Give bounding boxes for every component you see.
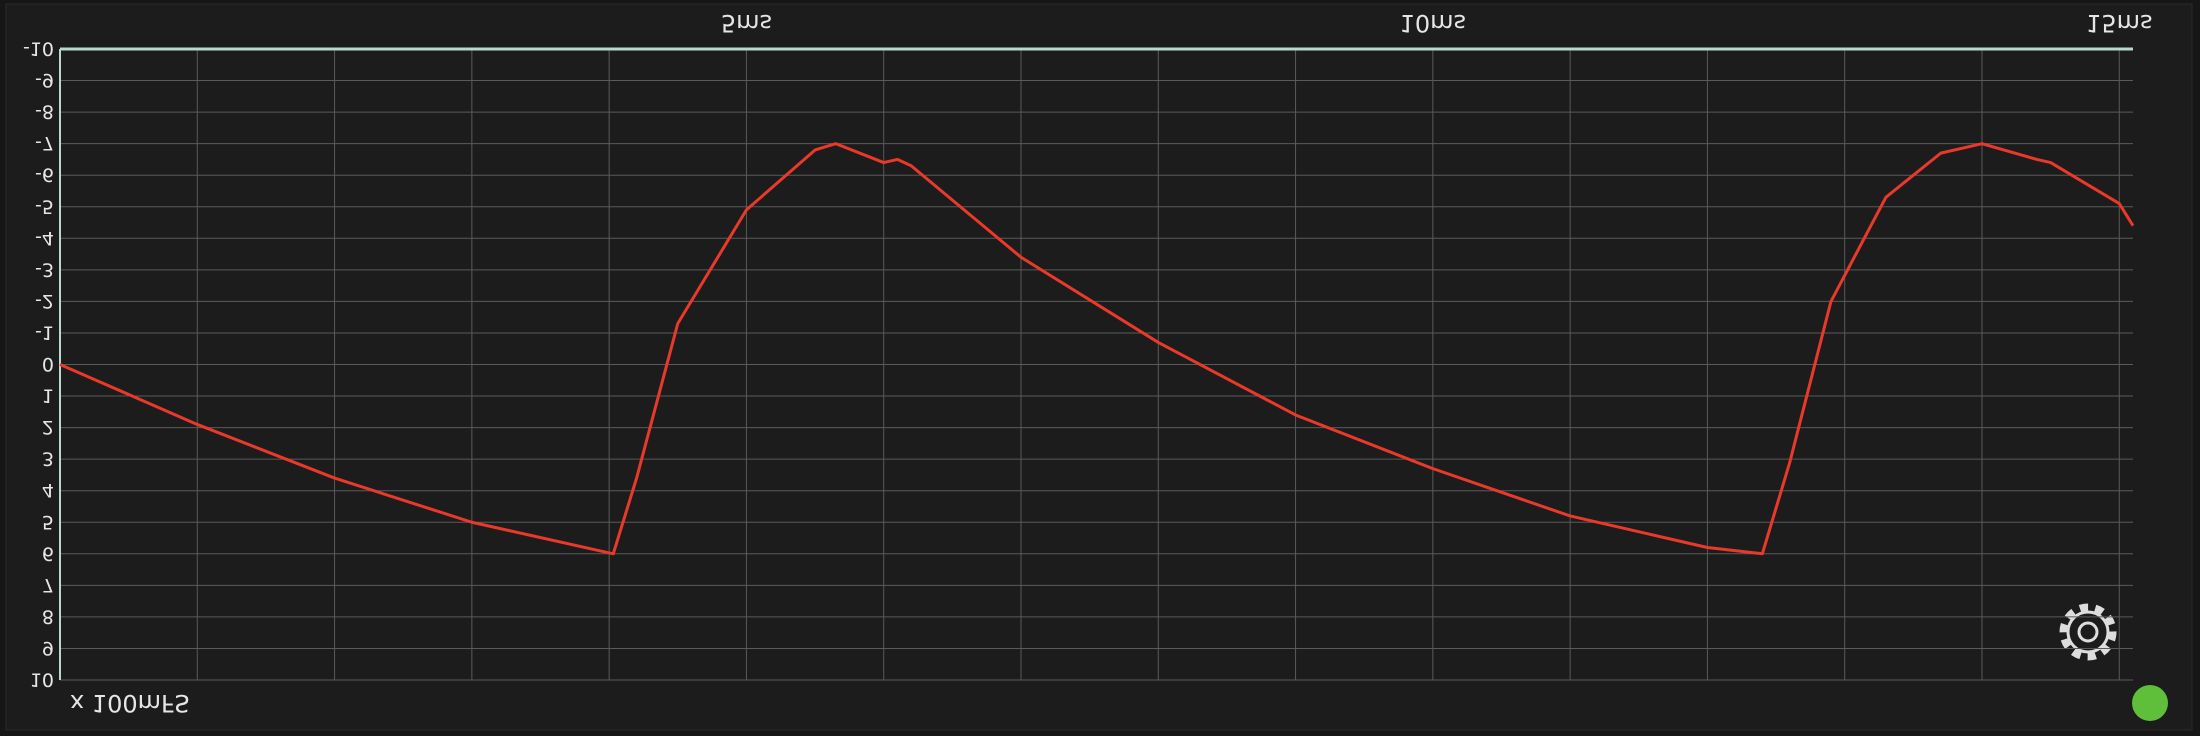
y-tick-label: 1 (42, 385, 54, 407)
y-tick-label: 0 (42, 353, 54, 375)
y-tick-label: -4 (35, 227, 54, 249)
y-tick-label: -5 (35, 195, 54, 217)
x-tick-label: 5ms (721, 9, 772, 37)
y-tick-label: 5 (42, 511, 54, 533)
x-tick-label: 10ms (1400, 9, 1466, 37)
y-tick-label: 4 (42, 479, 54, 501)
x-tick-label: 15ms (2086, 9, 2152, 37)
y-tick-label: -1 (35, 321, 54, 343)
y-tick-label: -2 (35, 290, 54, 312)
y-tick-label: 9 (42, 637, 54, 659)
y-tick-label: -7 (35, 132, 54, 154)
panel (5, 3, 2193, 731)
y-tick-label: 2 (42, 416, 54, 438)
y-tick-label: -6 (35, 164, 54, 186)
status-indicator (2132, 685, 2168, 721)
unit-label: x 100mFS (70, 689, 190, 717)
y-tick-label: -10 (23, 38, 54, 60)
y-tick-label: -8 (35, 101, 54, 123)
y-tick-label: 3 (42, 448, 54, 470)
settings-gear[interactable] (2059, 603, 2117, 661)
y-tick-label: -3 (35, 258, 54, 280)
y-tick-label: -9 (35, 69, 54, 91)
trace (59, 142, 2135, 556)
y-tick-label: 6 (42, 542, 54, 564)
y-tick-label: 8 (42, 605, 54, 627)
y-tick-label: 10 (30, 669, 54, 691)
y-tick-label: 7 (42, 574, 54, 596)
